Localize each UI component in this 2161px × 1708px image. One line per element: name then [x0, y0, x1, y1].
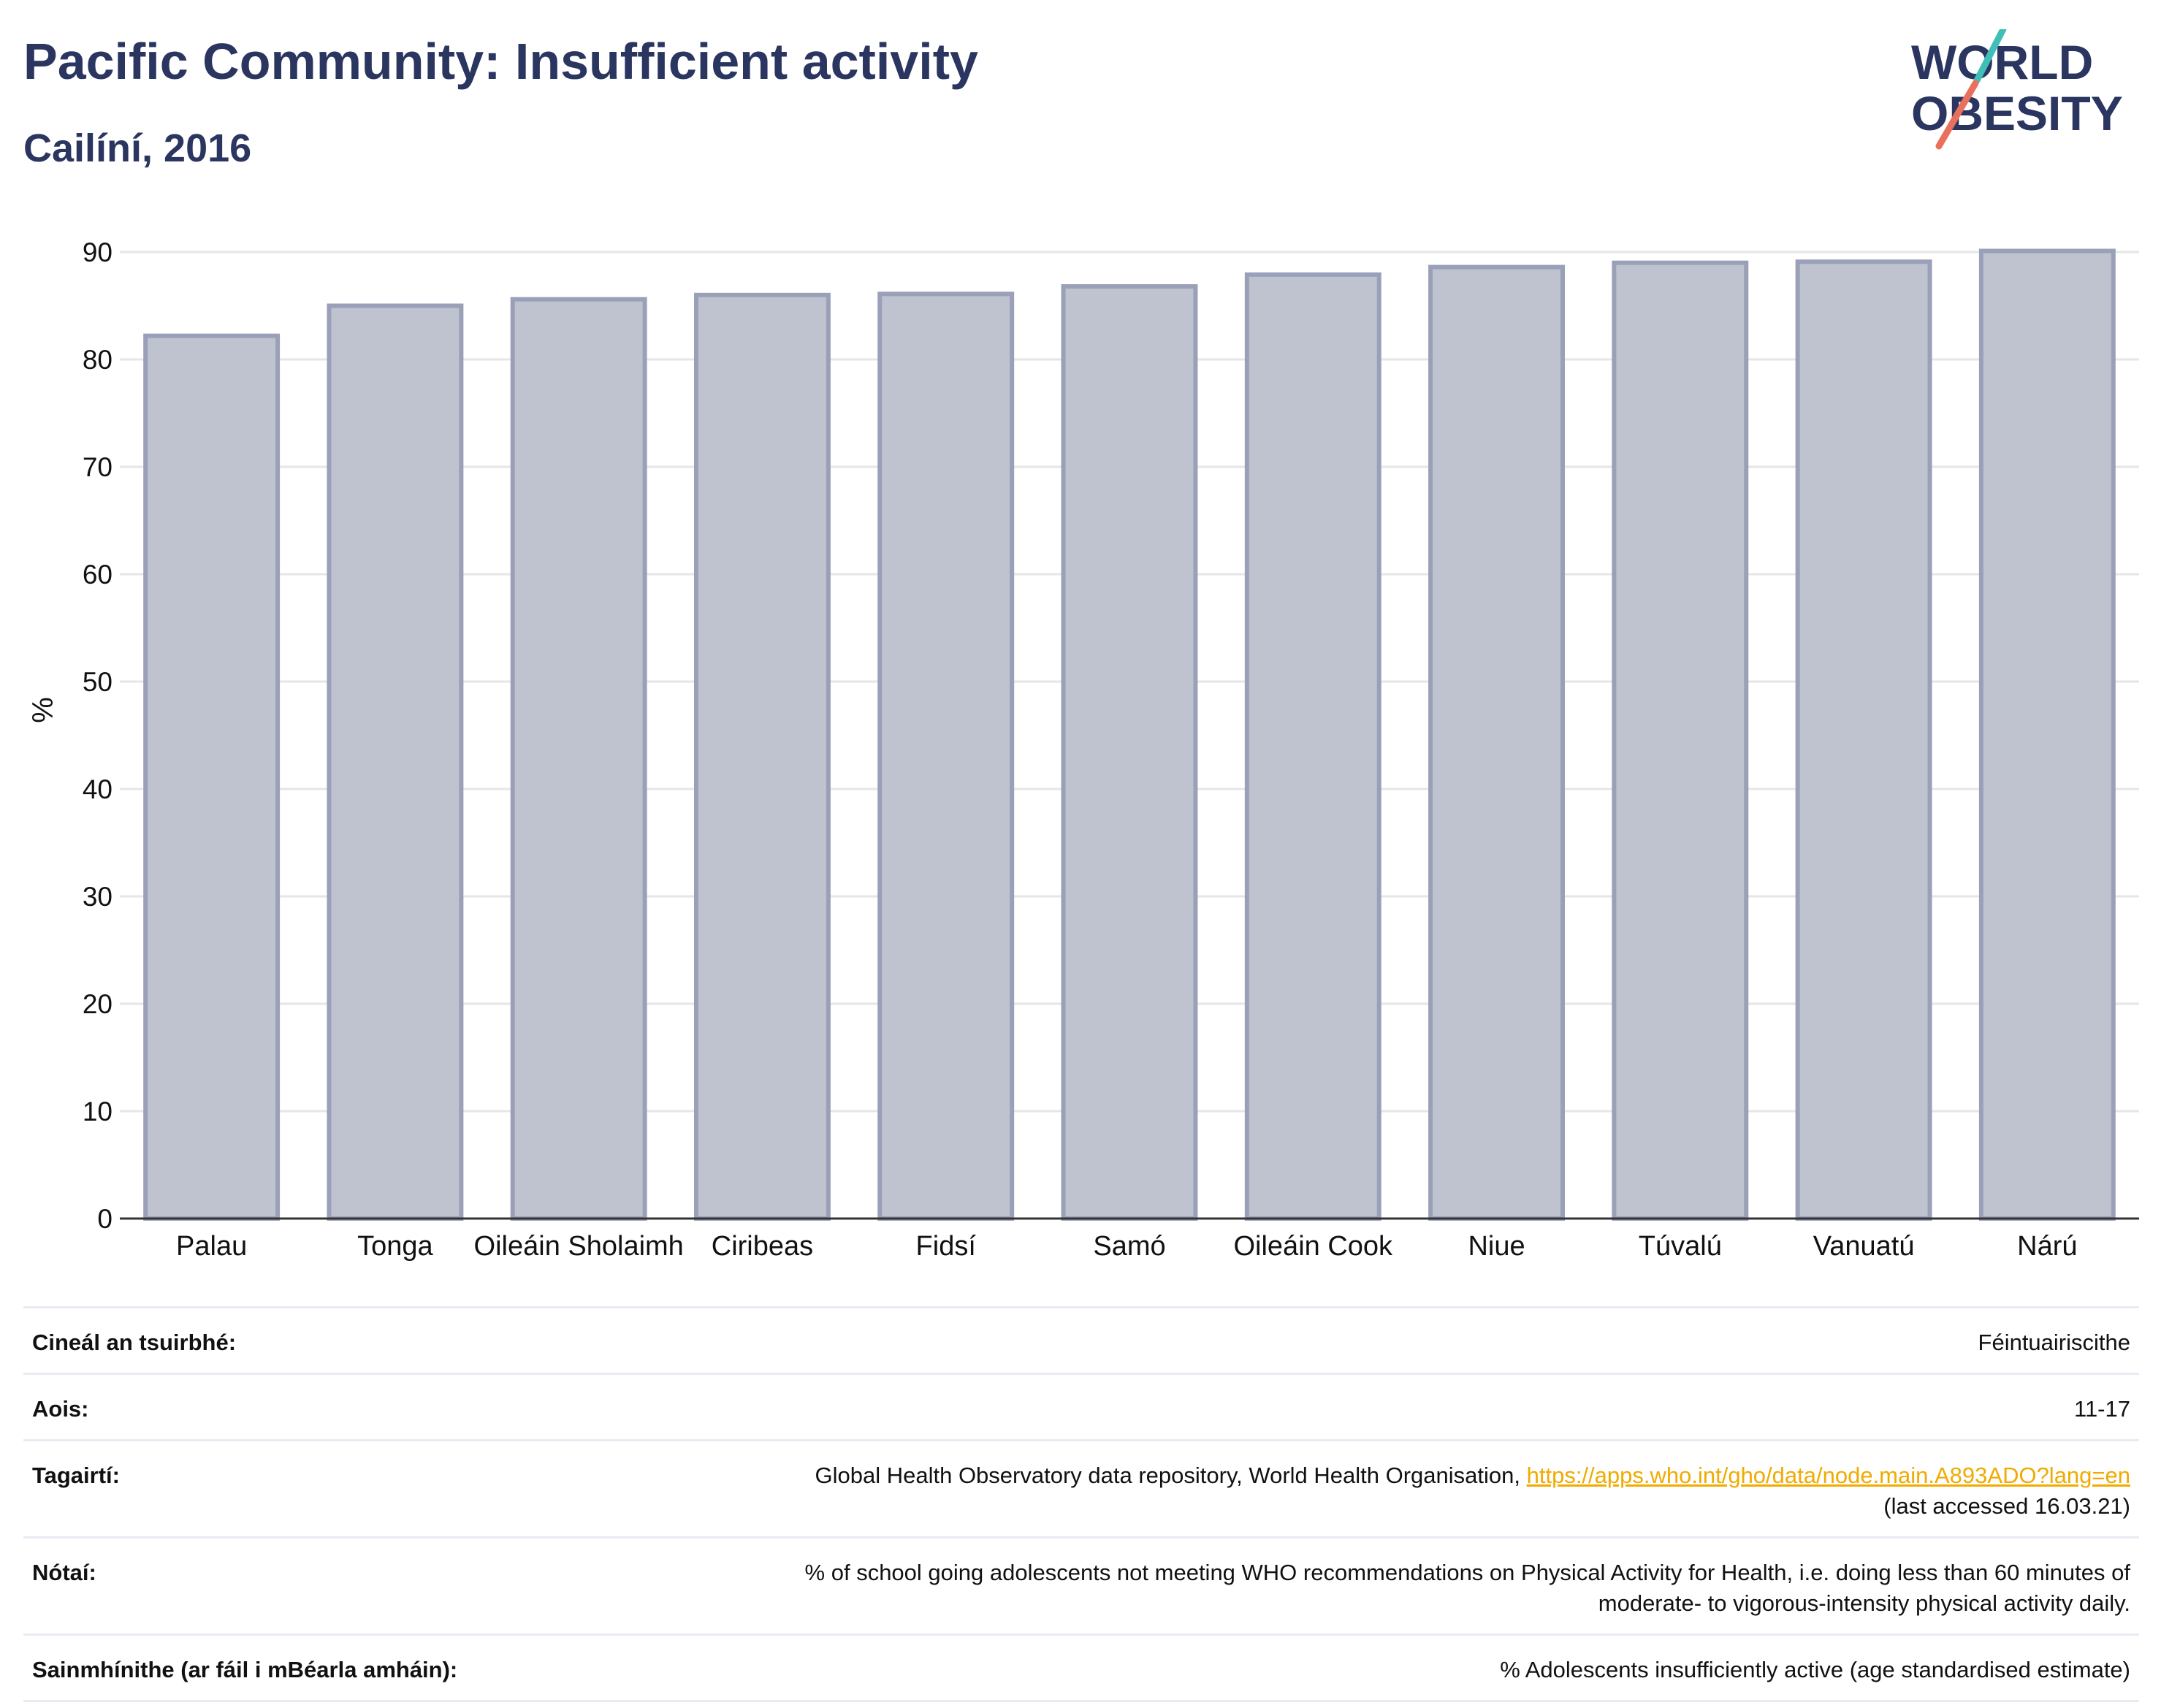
info-table: Cineál an tsuirbhé: Féintuairiscithe Aoi…: [23, 1306, 2139, 1702]
y-tick-label: 80: [83, 345, 113, 375]
notes-line-1: % of school going adolescents not meetin…: [804, 1560, 2130, 1585]
y-tick-label: 10: [83, 1097, 113, 1126]
y-axis: 0 10 20 30 40 50 60 70 80 90: [83, 237, 113, 1234]
x-tick-label: Ciribeas: [712, 1231, 813, 1262]
info-row-references: Tagairtí: Global Health Observatory data…: [23, 1439, 2139, 1536]
x-axis: Palau Tonga Oileáin Sholaimh Ciribeas Fidsí S…: [120, 1217, 2139, 1262]
info-row-age: Aois: 11-17: [23, 1373, 2139, 1439]
y-tick-label: 30: [83, 882, 113, 912]
x-tick-label: Tonga: [357, 1231, 433, 1262]
logo-slash-coral: [1935, 80, 1979, 150]
y-tick-label: 40: [83, 774, 113, 804]
x-tick-label: Samó: [1093, 1231, 1165, 1262]
x-tick-label: Nárú: [2017, 1231, 2077, 1262]
logo-slash-teal: [1973, 29, 2007, 84]
bars: [143, 248, 2116, 1221]
x-tick-label: Niue: [1468, 1231, 1525, 1262]
info-label: Aois:: [32, 1396, 89, 1422]
info-label: Sainmhínithe (ar fáil i mBéarla amháin):: [32, 1657, 458, 1682]
info-row-definitions: Sainmhínithe (ar fáil i mBéarla amháin):…: [23, 1633, 2139, 1702]
info-value: % Adolescents insufficiently active (age…: [1500, 1657, 2130, 1682]
info-row-survey-type: Cineál an tsuirbhé: Féintuairiscithe: [23, 1306, 2139, 1373]
info-value: 11-17: [2074, 1396, 2130, 1422]
info-label: Tagairtí:: [32, 1463, 120, 1488]
info-row-notes: Nótaí: % of school going adolescents not…: [23, 1536, 2139, 1633]
reference-link[interactable]: https://apps.who.int/gho/data/node.main.…: [1526, 1463, 2130, 1488]
info-label: Nótaí:: [32, 1560, 96, 1585]
chart-subtitle: Cailíní, 2016: [23, 126, 252, 170]
bar: [327, 303, 464, 1221]
y-tick-label: 70: [83, 452, 113, 482]
x-tick-label: Vanuatú: [1813, 1231, 1915, 1262]
bar-chart: 0 10 20 30 40 50 60 70 80 90 Palau Tonga Oileáin Sh…: [27, 237, 2139, 1262]
notes-line-2: moderate- to vigorous-intensity physical…: [1598, 1590, 2130, 1616]
x-tick-label: Oileáin Cook: [1233, 1231, 1393, 1262]
bar: [693, 292, 831, 1221]
y-axis-label: %: [27, 697, 59, 723]
bar: [143, 333, 281, 1221]
y-tick-label: 0: [97, 1204, 113, 1234]
x-tick-label: Oileáin Sholaimh: [474, 1231, 684, 1262]
bar: [1428, 264, 1566, 1221]
bar: [510, 297, 647, 1221]
bar: [1061, 284, 1198, 1221]
y-tick-label: 60: [83, 560, 113, 590]
x-tick-label: Fidsí: [916, 1231, 977, 1262]
reference-accessed: (last accessed 16.03.21): [1883, 1493, 2130, 1519]
bar: [1978, 248, 2116, 1221]
info-label: Cineál an tsuirbhé:: [32, 1330, 237, 1355]
x-tick-label: Palau: [176, 1231, 247, 1262]
bar: [1244, 272, 1381, 1221]
y-tick-label: 20: [83, 989, 113, 1019]
info-value: Féintuairiscithe: [1978, 1330, 2130, 1355]
world-obesity-logo: WORLD OBESITY: [1911, 29, 2123, 150]
chart-title: Pacific Community: Insufficient activity: [23, 33, 978, 90]
bar: [1612, 260, 1749, 1221]
bar: [1795, 259, 1932, 1221]
info-value-references: Global Health Observatory data repositor…: [815, 1460, 2131, 1522]
bar: [877, 291, 1015, 1221]
y-tick-label: 90: [83, 237, 113, 267]
y-tick-label: 50: [83, 667, 113, 697]
logo-text-world: WORLD: [1911, 35, 2093, 89]
info-value-notes: % of school going adolescents not meetin…: [805, 1558, 2130, 1619]
reference-text: Global Health Observatory data repositor…: [815, 1463, 1520, 1488]
x-tick-label: Túvalú: [1639, 1231, 1722, 1262]
